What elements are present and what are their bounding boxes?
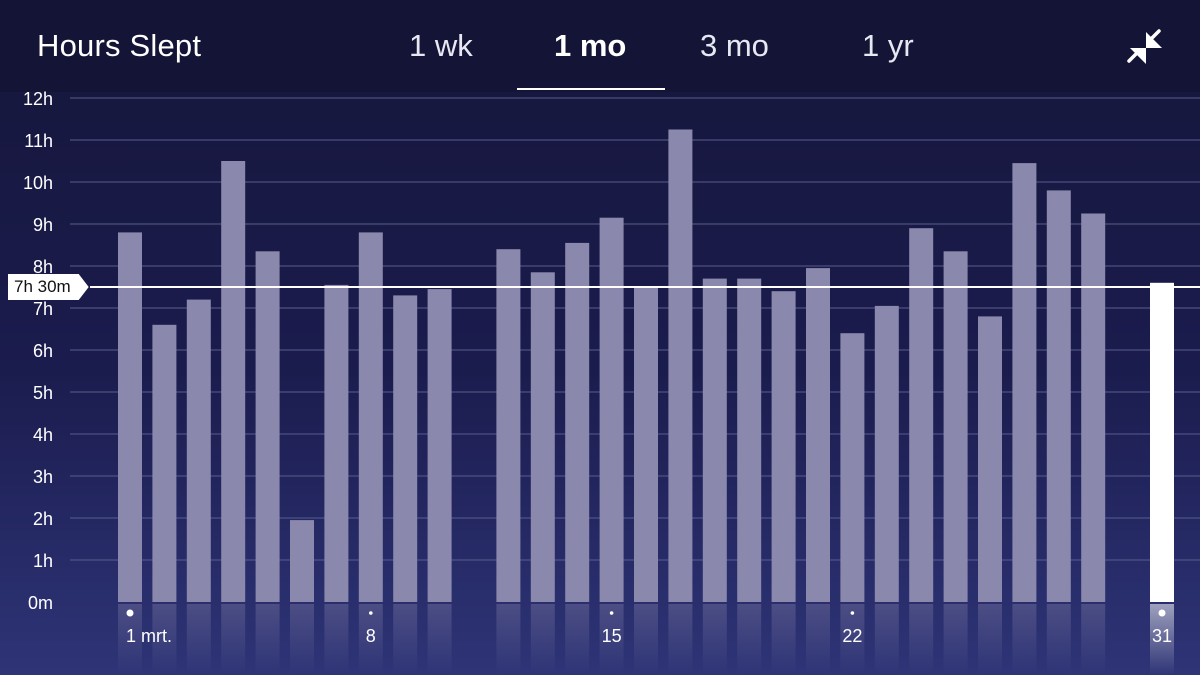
bar-reflection bbox=[909, 604, 934, 675]
bar-reflection bbox=[874, 604, 899, 675]
bar-reflection bbox=[737, 604, 762, 675]
bar-reflection bbox=[358, 604, 383, 675]
bar bbox=[496, 249, 521, 602]
y-tick-label: 5h bbox=[33, 383, 53, 403]
bar bbox=[530, 272, 555, 602]
x-tick-label: 1 mrt. bbox=[126, 626, 172, 646]
bar-highlighted bbox=[1150, 282, 1174, 602]
x-tick-label: 8 bbox=[366, 626, 376, 646]
bar bbox=[186, 299, 211, 602]
bar bbox=[840, 333, 865, 602]
bar-reflection bbox=[599, 604, 624, 675]
y-tick-label: 8h bbox=[33, 257, 53, 277]
average-label: 7h 30m bbox=[8, 274, 89, 300]
bar bbox=[1046, 190, 1071, 602]
bar bbox=[1012, 163, 1037, 602]
bar bbox=[599, 217, 624, 602]
bar-reflection bbox=[1012, 604, 1037, 675]
bar bbox=[771, 291, 796, 602]
x-tick-dot bbox=[850, 611, 855, 615]
y-tick-label: 3h bbox=[33, 467, 53, 487]
bar bbox=[874, 305, 899, 602]
bar bbox=[290, 520, 314, 602]
bar bbox=[324, 284, 349, 602]
bar-reflection bbox=[324, 604, 349, 675]
bar-reflection bbox=[668, 604, 693, 675]
y-tick-label: 4h bbox=[33, 425, 53, 445]
active-tab-underline bbox=[517, 88, 665, 90]
bar bbox=[358, 232, 383, 602]
y-tick-label: 7h bbox=[33, 299, 53, 319]
bar bbox=[702, 278, 727, 602]
y-tick-label: 10h bbox=[23, 173, 53, 193]
x-tick-dot bbox=[126, 609, 134, 617]
bar-reflection bbox=[634, 604, 658, 675]
y-tick-label: 11h bbox=[24, 131, 53, 151]
tab-1-month[interactable]: 1 mo bbox=[554, 28, 627, 63]
collapse-button[interactable] bbox=[1126, 28, 1166, 68]
x-tick-label: 22 bbox=[842, 626, 862, 646]
tab-3-months[interactable]: 3 mo bbox=[700, 28, 769, 63]
x-tick-dot bbox=[369, 611, 373, 615]
bar-reflection bbox=[427, 604, 452, 675]
bar bbox=[221, 161, 246, 602]
bar bbox=[118, 232, 142, 602]
page-title: Hours Slept bbox=[37, 28, 202, 63]
bar-reflection bbox=[186, 604, 211, 675]
bar-reflection bbox=[152, 604, 177, 675]
bar-reflection bbox=[806, 604, 830, 675]
y-tick-label: 12h bbox=[23, 89, 53, 109]
bar-reflection bbox=[255, 604, 280, 675]
bar bbox=[393, 295, 418, 602]
bar bbox=[634, 287, 658, 602]
bar bbox=[565, 242, 590, 602]
bar-reflection bbox=[840, 604, 865, 675]
bar-reflection bbox=[771, 604, 796, 675]
x-tick-label: 31 bbox=[1152, 626, 1172, 646]
bar bbox=[1081, 213, 1106, 602]
y-tick-label: 2h bbox=[33, 509, 53, 529]
bar bbox=[152, 324, 177, 602]
bar-reflection bbox=[1046, 604, 1071, 675]
y-tick-label: 6h bbox=[33, 341, 53, 361]
bar-reflection bbox=[530, 604, 555, 675]
bar bbox=[737, 278, 762, 602]
bar bbox=[943, 251, 968, 603]
bar-reflection bbox=[978, 604, 1002, 675]
bar bbox=[978, 316, 1002, 602]
tab-1-year[interactable]: 1 yr bbox=[862, 28, 914, 63]
tab-1-week[interactable]: 1 wk bbox=[409, 28, 473, 63]
x-tick-dot bbox=[1158, 609, 1166, 617]
x-tick-label: 15 bbox=[602, 626, 622, 646]
bar-reflection bbox=[943, 604, 968, 675]
y-tick-label: 9h bbox=[33, 215, 53, 235]
bar bbox=[668, 129, 693, 602]
collapse-arrows-icon bbox=[1127, 29, 1162, 64]
bar-reflection bbox=[393, 604, 418, 675]
bar bbox=[909, 228, 934, 602]
bar-reflection bbox=[1081, 604, 1106, 675]
bar-reflection bbox=[565, 604, 590, 675]
bar bbox=[427, 289, 452, 602]
bar-reflection bbox=[496, 604, 521, 675]
bar bbox=[255, 251, 280, 603]
header-bar: Hours Slept 1 wk 1 mo 3 mo 1 yr bbox=[0, 0, 1200, 92]
bar-reflection bbox=[290, 604, 314, 675]
bar-reflection bbox=[702, 604, 727, 675]
x-tick-dot bbox=[609, 611, 614, 615]
y-tick-label: 1h bbox=[33, 551, 53, 571]
bar bbox=[806, 268, 830, 602]
bar-reflection bbox=[221, 604, 246, 675]
y-tick-label: 0m bbox=[28, 593, 53, 613]
